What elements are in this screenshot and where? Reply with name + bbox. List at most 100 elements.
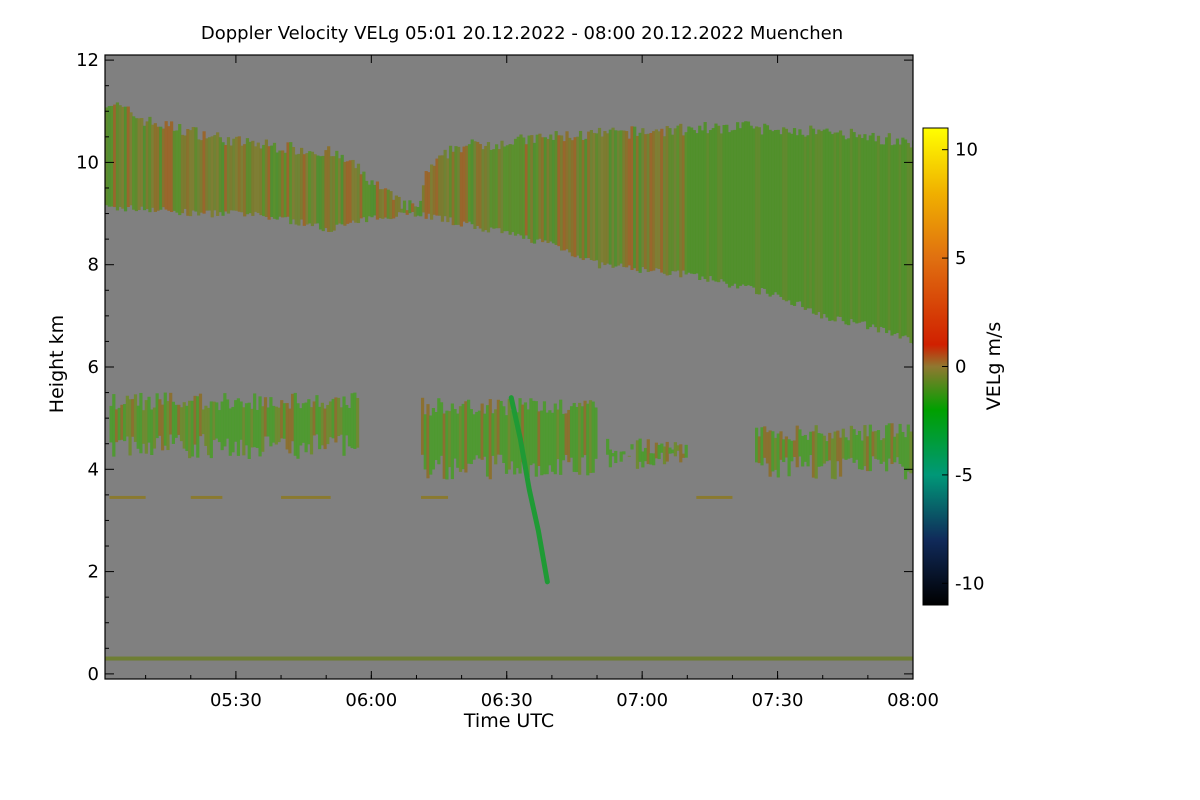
echo-strip	[470, 139, 474, 225]
echo-strip	[633, 126, 637, 269]
echo-strip	[190, 400, 194, 457]
echo-strip	[188, 130, 193, 217]
echo-strip	[515, 412, 519, 469]
echo-strip	[220, 401, 224, 451]
echo-strip	[608, 449, 612, 468]
echo-strip	[578, 402, 582, 475]
echo-strip	[847, 440, 851, 459]
echo-strip	[315, 395, 319, 435]
echo-strip	[909, 147, 913, 344]
echo-strip	[462, 146, 466, 222]
echo-strip	[224, 145, 228, 212]
echo-strip	[309, 407, 314, 455]
echo-strip	[529, 398, 533, 466]
echo-strip	[323, 408, 327, 450]
echo-strip	[450, 403, 454, 480]
echo-strip	[373, 184, 377, 216]
echo-strip	[773, 437, 778, 470]
echo-strip	[329, 156, 333, 232]
echo-strip	[614, 130, 618, 267]
echo-strip	[339, 407, 343, 435]
echo-strip	[343, 161, 347, 226]
echo-strip	[890, 145, 894, 336]
echo-strip	[611, 127, 615, 268]
echo-strip	[708, 130, 713, 277]
echo-strip	[641, 128, 645, 268]
x-tick-label: 07:30	[752, 690, 804, 711]
echo-strip	[321, 155, 325, 232]
echo-strip	[226, 137, 231, 214]
echo-strip	[204, 405, 208, 446]
echo-strip	[180, 134, 185, 214]
echo-strip	[497, 149, 501, 229]
echo-strip	[589, 129, 593, 261]
echo-strip	[282, 403, 287, 439]
echo-strip	[635, 135, 640, 272]
echo-strip	[133, 394, 138, 442]
echo-strip	[749, 125, 753, 287]
echo-strip	[541, 137, 545, 243]
echo-strip	[871, 132, 875, 325]
echo-strip	[787, 132, 791, 301]
echo-strip	[302, 154, 306, 226]
echo-strip	[356, 163, 361, 224]
echo-strip	[876, 430, 881, 460]
echo-strip	[197, 139, 201, 216]
echo-strip	[562, 141, 566, 251]
echo-strip	[736, 122, 740, 289]
echo-strip	[169, 392, 173, 435]
echo-strip	[606, 438, 610, 455]
echo-strip	[500, 140, 504, 234]
echo-strip	[811, 431, 816, 478]
echo-strip	[439, 402, 444, 456]
y-tick-label: 8	[88, 255, 99, 276]
echo-strip	[464, 401, 468, 473]
echo-strip	[183, 135, 187, 209]
echo-strip	[155, 393, 159, 439]
echo-strip	[820, 131, 824, 319]
echo-strip	[578, 130, 583, 259]
echo-strip	[121, 106, 125, 209]
echo-strip	[863, 425, 867, 467]
echo-strip	[386, 189, 390, 219]
echo-strip	[201, 409, 205, 435]
echo-strip	[906, 142, 910, 338]
echo-strip	[553, 403, 557, 475]
echo-strip	[833, 431, 837, 480]
echo-level-segment	[281, 495, 331, 499]
echo-strip	[320, 402, 324, 446]
echo-strip	[454, 146, 458, 225]
echo-strip	[345, 404, 349, 436]
echo-strip	[239, 401, 243, 440]
echo-strip	[489, 149, 493, 228]
echo-strip	[294, 154, 298, 225]
echo-strip	[763, 426, 767, 458]
echo-strip	[280, 400, 284, 439]
echo-strip	[427, 172, 431, 214]
echo-strip	[301, 403, 306, 443]
echo-strip	[242, 407, 246, 456]
echo-strip	[125, 395, 129, 437]
echo-strip	[188, 400, 192, 459]
echo-strip	[281, 150, 285, 218]
echo-strip	[549, 134, 553, 242]
echo-strip	[540, 410, 544, 476]
echo-strip	[841, 135, 845, 322]
echo-strip	[261, 406, 265, 452]
echo-strip	[442, 413, 446, 479]
echo-strip	[240, 145, 244, 213]
echo-strip	[429, 415, 433, 475]
echo-strip	[481, 149, 485, 232]
echo-strip	[887, 133, 891, 331]
echo-strip	[817, 433, 821, 467]
echo-strip	[383, 188, 388, 218]
echo-strip	[822, 129, 826, 315]
echo-strip	[882, 438, 886, 462]
echo-strip	[719, 133, 724, 280]
echo-strip	[863, 134, 867, 322]
echo-strip	[114, 409, 119, 443]
colorbar-tick-label: 0	[955, 357, 966, 378]
echo-strip	[504, 415, 509, 474]
echo-strip	[142, 125, 147, 211]
echo-strip	[898, 423, 902, 464]
